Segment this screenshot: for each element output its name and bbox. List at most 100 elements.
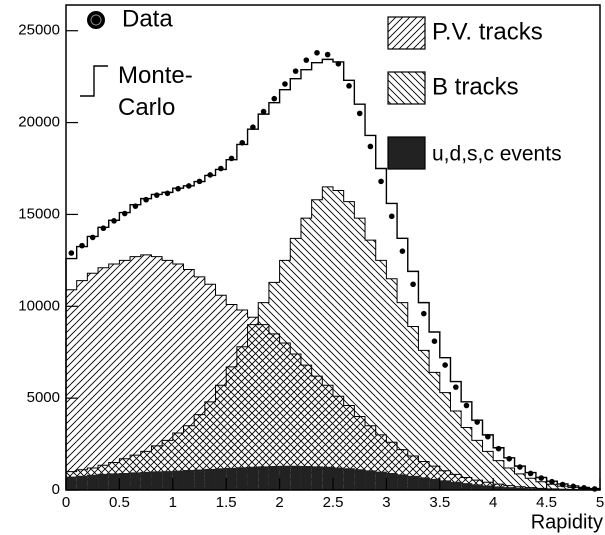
data-point — [228, 155, 235, 162]
x-tick-label: 0.5 — [109, 494, 130, 511]
histogram-bin — [87, 273, 99, 490]
data-point — [495, 445, 502, 452]
data-point — [517, 464, 523, 470]
data-point — [271, 95, 278, 102]
x-tick-label: 3.5 — [429, 494, 450, 511]
histogram-bin — [290, 466, 301, 490]
histogram-bin — [482, 451, 494, 490]
histogram-bin — [215, 385, 227, 490]
legend-symbol — [90, 14, 102, 26]
legend-symbol — [87, 11, 105, 29]
histogram-bin — [333, 467, 344, 490]
histogram-bin — [236, 467, 248, 490]
histogram-bin — [482, 485, 494, 490]
histogram-outline — [65, 465, 601, 491]
histogram-bin — [258, 302, 269, 490]
histogram-bin — [461, 427, 472, 490]
x-tick-label: 4.5 — [536, 494, 557, 511]
histogram-bin — [322, 467, 333, 490]
data-point — [143, 196, 149, 203]
histogram-outline — [65, 186, 601, 490]
histogram-bin — [204, 469, 216, 490]
histogram-bin — [140, 472, 152, 490]
histogram-bin — [98, 474, 109, 490]
histogram-bin — [375, 472, 387, 490]
data-point — [175, 185, 181, 192]
histogram-bin — [493, 486, 504, 490]
histogram-bin — [151, 471, 163, 490]
histogram-bin — [439, 392, 451, 490]
data-point — [346, 83, 352, 89]
histogram-bin — [290, 238, 301, 490]
histogram-bin — [429, 479, 440, 490]
histogram-bin — [311, 199, 323, 490]
histogram-bin — [300, 218, 312, 490]
histogram-bin — [300, 466, 312, 490]
data-point — [581, 484, 587, 491]
x-tick-label: 3 — [382, 494, 390, 511]
y-tick-label: 10000 — [18, 297, 60, 314]
data-point — [207, 172, 213, 178]
data-point — [260, 108, 267, 115]
y-tick-label: 5000 — [27, 389, 60, 406]
data-point — [132, 203, 139, 209]
data-point — [89, 234, 96, 241]
x-tick-label: 2 — [275, 494, 283, 511]
histogram-bin — [397, 302, 408, 490]
histogram-bin — [108, 264, 120, 490]
histogram-bin — [194, 469, 205, 490]
data-point — [442, 362, 448, 368]
histogram-bin — [162, 260, 173, 490]
histogram-bin — [76, 476, 88, 490]
data-point — [335, 60, 342, 67]
data-point — [431, 338, 438, 344]
data-point — [388, 213, 395, 220]
data-point — [485, 433, 491, 440]
x-tick-label: 1 — [169, 494, 177, 511]
histogram-bin — [546, 484, 558, 490]
x-tick-label: 1.5 — [216, 494, 237, 511]
histogram-bin — [386, 473, 398, 490]
histogram-bin — [66, 477, 77, 490]
histogram-bin — [108, 473, 120, 490]
histogram-bin — [471, 484, 483, 490]
data-point — [250, 124, 256, 130]
histogram-bin — [418, 350, 430, 490]
histogram-bin — [66, 289, 77, 490]
legend-symbol — [387, 71, 426, 105]
histogram-bin — [450, 482, 462, 490]
histogram-bin — [268, 466, 280, 490]
histogram-line — [65, 58, 601, 490]
histogram-bin — [172, 471, 184, 490]
data-point — [121, 210, 128, 217]
x-axis-label: Rapidity — [531, 511, 603, 533]
histogram-bin — [450, 411, 462, 490]
data-point — [239, 139, 246, 146]
histogram-bin — [471, 440, 483, 490]
histogram-bin — [514, 473, 526, 490]
data-point — [591, 486, 598, 492]
data-point — [164, 190, 171, 197]
x-tick-label: 4 — [489, 494, 497, 511]
legend-symbol — [80, 65, 108, 97]
legend-symbol — [387, 16, 426, 50]
histogram-bin — [535, 481, 547, 490]
histogram-bin — [226, 468, 237, 490]
histogram-bin — [258, 466, 269, 490]
histogram-bin — [194, 414, 205, 490]
histogram-bin — [119, 473, 131, 490]
data-point — [303, 57, 310, 63]
data-point — [324, 51, 331, 58]
data-point — [378, 178, 384, 185]
histogram-bin — [119, 260, 131, 490]
histogram-bin — [461, 483, 472, 490]
histogram-bin — [365, 240, 376, 490]
histogram-bin — [375, 260, 387, 490]
histogram-bin — [247, 324, 259, 490]
data-point — [356, 110, 363, 117]
x-tick-label: 5 — [596, 494, 604, 511]
histogram-bin — [429, 372, 440, 490]
data-point — [196, 178, 203, 185]
legend-label: Monte-Carlo — [118, 62, 193, 121]
